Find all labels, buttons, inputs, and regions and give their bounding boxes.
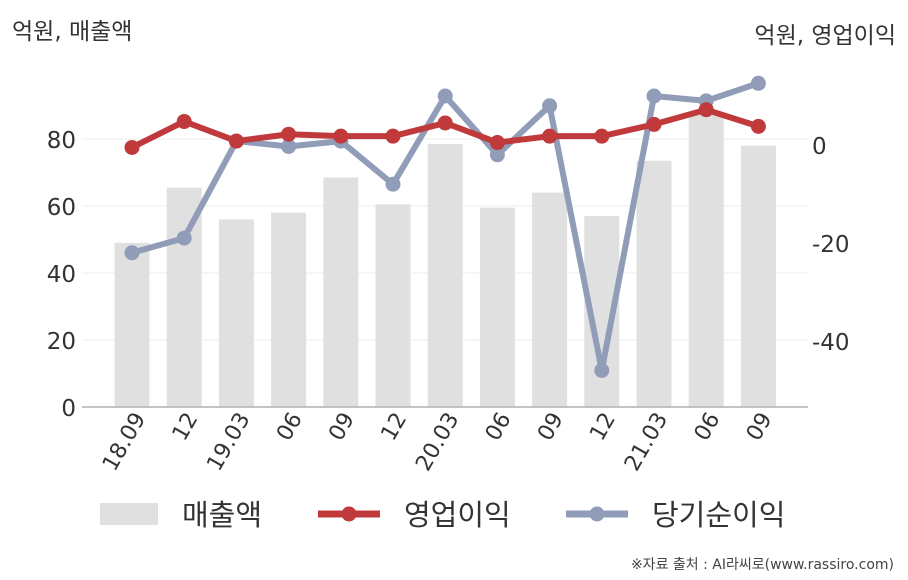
point-operating-income [750,118,766,134]
point-net-income [385,176,401,192]
x-tick-label: 18.09 [98,409,151,476]
legend-marker-operating-income [341,506,357,522]
point-net-income [281,138,297,154]
bar-sales [636,160,672,407]
x-tick-label: 09 [324,409,360,446]
source-note: ※자료 출처 : AI라씨로(www.rassiro.com) [630,557,894,573]
point-net-income [646,88,662,104]
point-operating-income [646,116,662,132]
legend-label-sales: 매출액 [182,498,262,532]
legend-label-net-income: 당기순이익 [652,498,785,532]
right-axis-unit: 억원, 영업이익 [754,23,896,49]
point-operating-income [594,128,610,144]
x-tick-label: 21.03 [620,409,673,476]
point-operating-income [228,133,244,149]
x-tick-label: 19.03 [202,409,255,476]
bar-sales [166,187,202,407]
point-net-income [594,362,610,378]
left-tick-label: 40 [47,262,76,288]
bar-sales [218,219,254,407]
point-operating-income [698,102,714,118]
right-tick-label: 0 [812,134,827,160]
x-tick-label: 12 [377,409,413,446]
x-tick-label: 06 [690,409,726,446]
x-tick-label: 09 [533,409,569,446]
point-net-income [176,230,192,246]
bar-sales [427,144,463,407]
legend-label-operating-income: 영업이익 [404,498,511,532]
left-tick-label: 60 [47,195,76,221]
left-tick-label: 20 [47,329,76,355]
point-operating-income [385,128,401,144]
right-tick-label: -40 [812,330,850,356]
point-operating-income [489,135,505,151]
x-tick-label: 06 [481,409,517,446]
point-operating-income [542,128,558,144]
point-net-income [437,88,453,104]
bar-sales [375,204,411,407]
x-tick-label: 12 [168,409,204,446]
legend-marker-net-income [589,506,605,522]
left-axis-unit: 억원, 매출액 [12,19,133,45]
bar-sales [114,242,150,407]
point-net-income [750,75,766,91]
x-tick-label: 06 [272,409,308,446]
point-net-income [489,147,505,163]
point-operating-income [333,128,349,144]
bar-sales [479,207,515,407]
point-operating-income [176,113,192,129]
point-net-income [542,98,558,114]
point-operating-income [124,139,140,155]
bar-sales [740,145,776,407]
point-operating-income [437,115,453,131]
bar-sales [271,212,307,407]
point-operating-income [281,126,297,142]
bar-sales [532,192,568,407]
bar-sales [323,177,359,407]
x-tick-label: 09 [742,409,778,446]
point-net-income [124,245,140,261]
bar-sales [688,112,724,407]
left-tick-label: 0 [61,396,76,422]
x-tick-label: 12 [585,409,621,446]
x-tick-label: 20.03 [411,409,464,476]
legend-swatch-sales [100,503,158,525]
right-tick-label: -20 [812,232,850,258]
left-tick-label: 80 [47,128,76,154]
